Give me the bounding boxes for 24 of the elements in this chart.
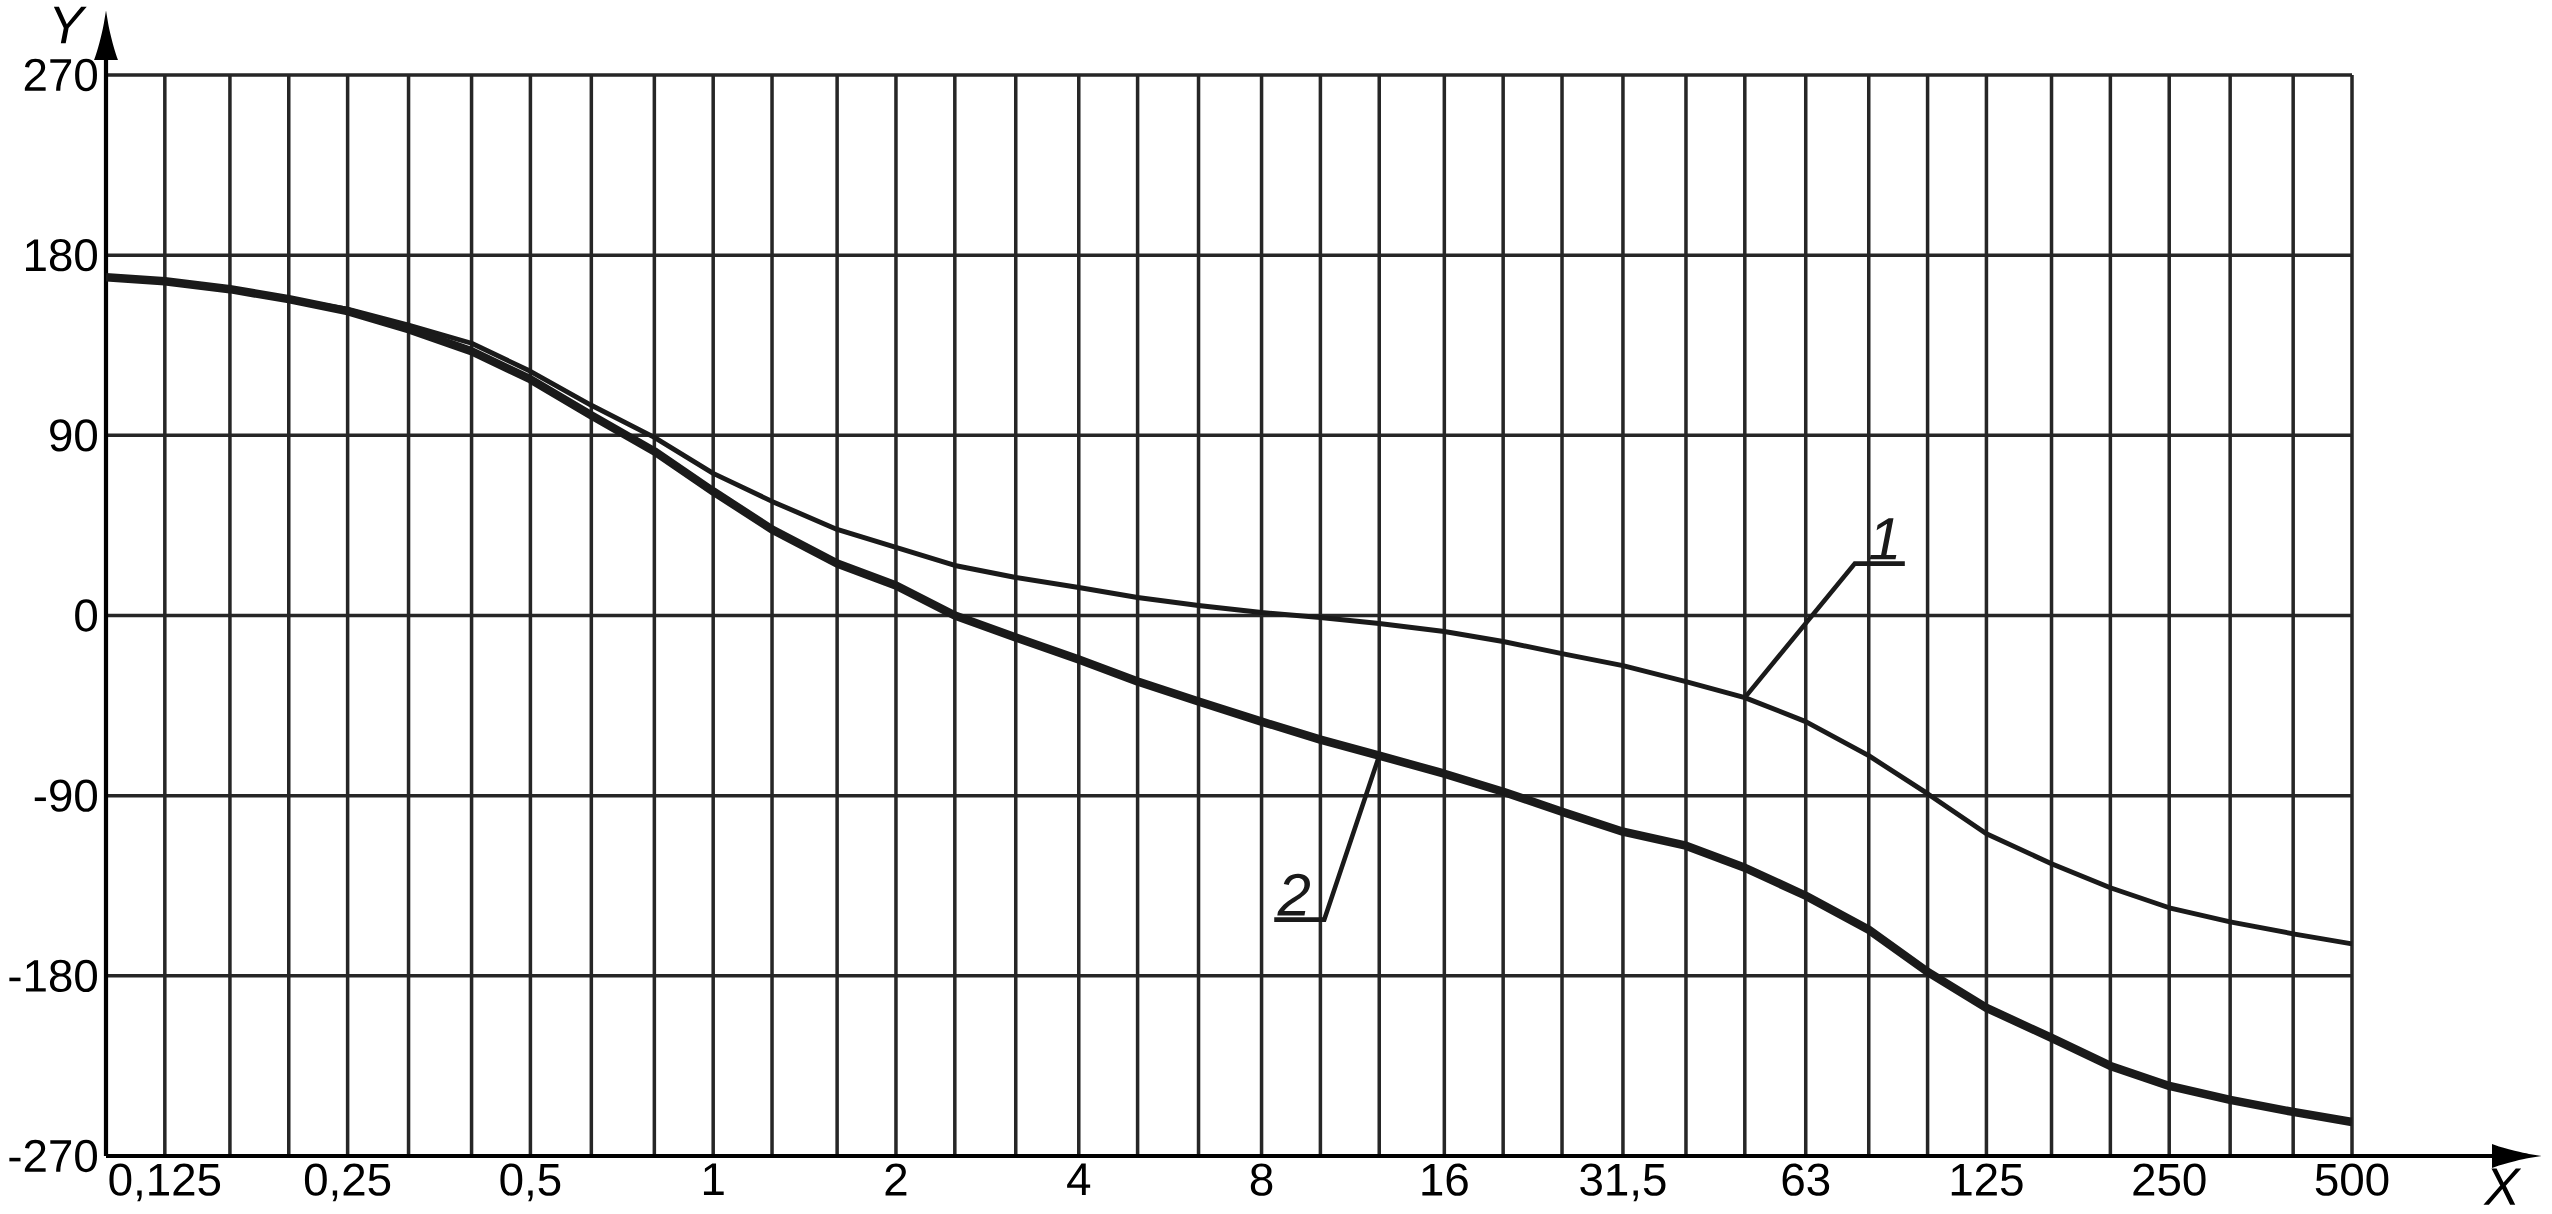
text: 1 [1869, 518, 1897, 560]
y-tick-label: 90 [50, 419, 98, 452]
text: 2 [1277, 873, 1310, 916]
x-tick-label: 250 [2133, 1163, 2206, 1196]
x-tick-label: 125 [1951, 1163, 2023, 1196]
x-tick-label: 1 [703, 1163, 724, 1195]
x-tick-label: 0,125 [109, 1163, 221, 1202]
y-tick-label: 180 [26, 238, 97, 272]
y-tick-label: -90 [34, 779, 97, 812]
x-tick-label: 500 [2315, 1163, 2389, 1196]
y-tick-label: -270 [9, 1139, 97, 1173]
x-tick-label: 0,25 [304, 1163, 391, 1202]
x-tick-label: 4 [1067, 1163, 1091, 1195]
y-tick-label: 270 [24, 58, 97, 92]
x-tick-label: 2 [885, 1163, 907, 1196]
y-tick-label: 0 [75, 599, 98, 632]
y-axis-title: Y [53, 6, 87, 44]
x-tick-label: 31,5 [1580, 1163, 1666, 1202]
y-tick-label: -180 [9, 959, 97, 993]
x-tick-label: 0,5 [500, 1163, 561, 1202]
x-tick-label: 16 [1422, 1163, 1468, 1196]
x-tick-label: 8 [1250, 1163, 1273, 1196]
x-axis-title: X [2483, 1168, 2522, 1205]
x-tick-label: 63 [1782, 1163, 1830, 1196]
